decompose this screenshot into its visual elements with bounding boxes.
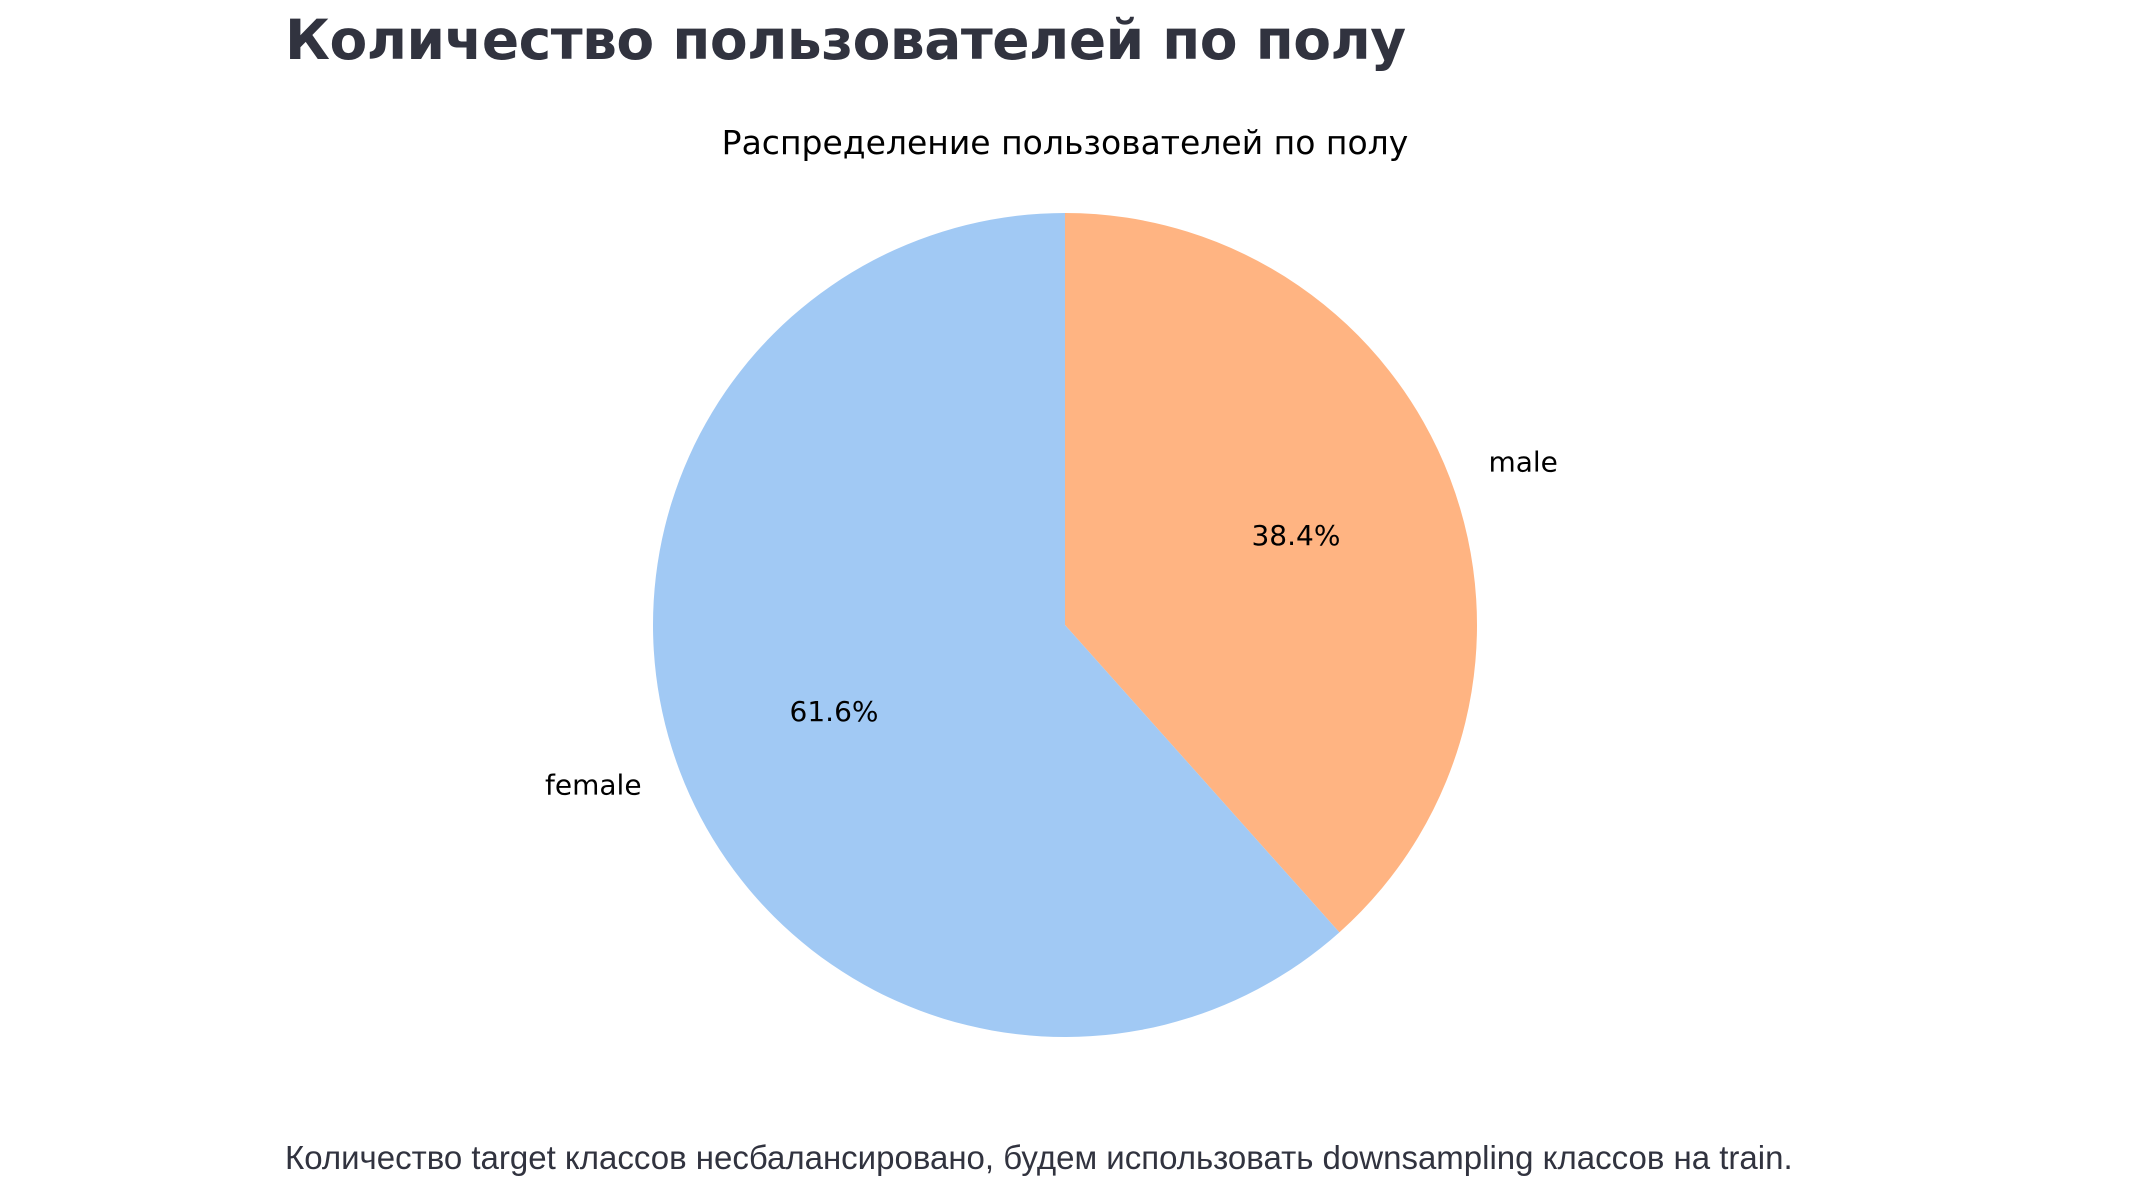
pct-label-male: 38.4%	[1251, 519, 1340, 552]
slice-label-male: male	[1488, 445, 1557, 478]
slice-label-female: female	[545, 769, 642, 802]
pie-chart: Распределение пользователей по полу male…	[545, 123, 1558, 1037]
pie-labels: male 38.4% female 61.6%	[545, 445, 1558, 801]
page-title: Количество пользователей по полу	[285, 8, 1406, 72]
chart-container: Распределение пользователей по полу male…	[0, 100, 2130, 1080]
pie-slice-female	[653, 213, 1340, 1037]
pct-label-female: 61.6%	[790, 695, 879, 728]
pie-slices	[653, 213, 1478, 1037]
chart-title: Распределение пользователей по полу	[722, 123, 1409, 162]
pie-slice-male	[1065, 213, 1478, 933]
note-text: Количество target классов несбалансирова…	[285, 1139, 1793, 1176]
